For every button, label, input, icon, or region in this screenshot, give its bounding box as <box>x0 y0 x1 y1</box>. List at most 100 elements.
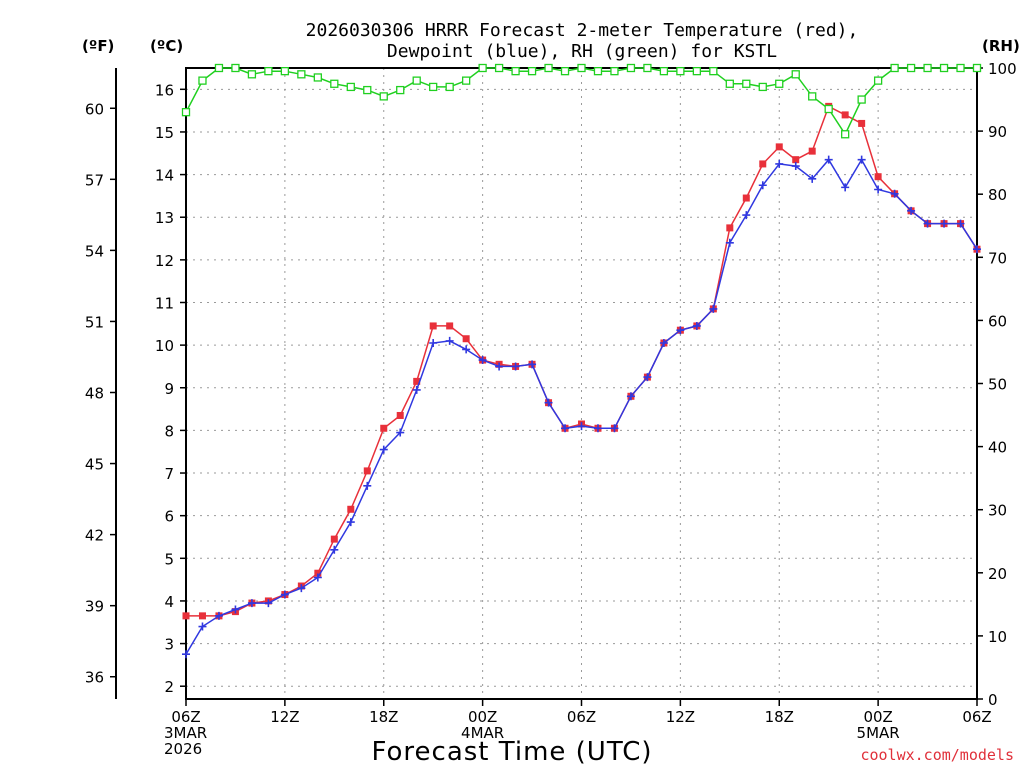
temperature-point-15 <box>429 322 437 330</box>
rh-point-12 <box>379 92 388 101</box>
rh-point-36 <box>775 79 784 88</box>
temperature-point-8 <box>314 569 322 577</box>
celsius-unit-label: (ºC) <box>150 37 183 55</box>
x-tick-label-30-0: 12Z <box>666 708 695 726</box>
dewpoint-point-3 <box>231 605 240 614</box>
x-tick-label-42-0: 00Z <box>863 708 892 726</box>
fahrenheit-tick-label-60: 60 <box>85 100 104 118</box>
rh-point-25 <box>593 67 603 76</box>
dewpoint-point-34 <box>742 211 751 220</box>
rh-point-31 <box>692 67 702 76</box>
fahrenheit-tick-label-54: 54 <box>85 242 104 260</box>
temperature-point-42 <box>874 173 882 181</box>
rh-point-4 <box>247 70 257 79</box>
temperature-point-35 <box>759 160 767 168</box>
temperature-point-9 <box>330 535 338 543</box>
temperature-line <box>186 105 978 617</box>
rh-point-21 <box>527 67 537 76</box>
rh-point-38 <box>808 92 817 101</box>
dewpoint-point-45 <box>923 219 932 228</box>
x-tick-label-42-1: 5MAR <box>857 724 900 742</box>
dewpoint-point-12 <box>379 445 388 454</box>
dewpoint-point-32 <box>709 304 718 313</box>
celsius-tick-label-11: 11 <box>155 294 174 312</box>
dewpoint-point-24 <box>577 422 586 431</box>
dewpoint-point-1 <box>198 622 207 631</box>
celsius-tick-label-3: 3 <box>164 636 174 654</box>
temperature-point-41 <box>858 119 866 127</box>
rh-point-18 <box>478 63 487 73</box>
rh-point-22 <box>544 63 553 73</box>
rh-point-39 <box>824 104 833 114</box>
rh-point-29 <box>659 67 669 76</box>
x-tick-label-6-0: 12Z <box>270 708 299 726</box>
rh-tick-label-50: 50 <box>988 376 1007 394</box>
dewpoint-point-0 <box>182 650 190 659</box>
data-series <box>181 63 982 659</box>
rh-point-6 <box>280 67 290 76</box>
rh-point-35 <box>758 82 767 92</box>
x-tick-label-12-0: 18Z <box>369 708 398 726</box>
grid-lines <box>186 68 977 699</box>
celsius-tick-label-15: 15 <box>155 124 174 142</box>
x-tick-label-0-2: 2026 <box>164 740 202 758</box>
rh-tick-label-10: 10 <box>988 628 1007 646</box>
rh-tick-label-80: 80 <box>988 186 1007 204</box>
celsius-tick-label-14: 14 <box>155 167 174 185</box>
x-tick-label-0-0: 06Z <box>171 708 200 726</box>
rh-tick-label-40: 40 <box>988 439 1007 457</box>
dewpoint-point-46 <box>940 219 949 228</box>
rh-tick-label-70: 70 <box>988 249 1007 267</box>
celsius-tick-label-8: 8 <box>164 422 174 440</box>
fahrenheit-tick-label-42: 42 <box>85 527 104 545</box>
rh-point-9 <box>330 79 339 88</box>
temperature-point-1 <box>198 612 206 620</box>
temperature-point-13 <box>396 411 404 419</box>
rh-tick-label-20: 20 <box>988 565 1007 583</box>
rh-point-27 <box>626 63 636 73</box>
dewpoint-point-26 <box>610 424 619 433</box>
rh-point-48 <box>972 63 982 73</box>
rh-point-20 <box>511 67 520 76</box>
dewpoint-point-22 <box>544 398 553 407</box>
rh-point-47 <box>956 63 965 73</box>
fahrenheit-unit-label: (ºF) <box>82 37 114 55</box>
dewpoint-point-30 <box>676 326 685 335</box>
rh-point-10 <box>346 82 355 92</box>
dewpoint-point-19 <box>495 362 504 371</box>
celsius-tick-label-6: 6 <box>164 508 174 526</box>
rh-tick-label-0: 0 <box>988 691 998 709</box>
rh-point-15 <box>429 82 438 92</box>
rh-point-28 <box>643 63 652 73</box>
dewpoint-point-21 <box>528 360 537 369</box>
dewpoint-point-2 <box>214 611 223 620</box>
x-axis-label: Forecast Time (UTC) <box>371 737 652 767</box>
dewpoint-point-43 <box>890 189 899 198</box>
dewpoint-point-40 <box>841 183 850 192</box>
temperature-point-10 <box>347 505 355 513</box>
rh-point-33 <box>725 79 734 88</box>
dewpoint-point-36 <box>775 159 784 168</box>
dewpoint-point-42 <box>874 185 883 194</box>
rh-point-7 <box>297 70 306 79</box>
rh-point-23 <box>560 67 570 76</box>
rh-point-1 <box>198 76 207 85</box>
rh-point-45 <box>923 63 932 73</box>
rh-tick-label-60: 60 <box>988 312 1007 330</box>
dewpoint-point-41 <box>857 155 866 164</box>
dewpoint-point-38 <box>808 174 817 183</box>
dewpoint-point-39 <box>824 155 833 164</box>
rh-point-46 <box>939 63 949 73</box>
fahrenheit-tick-label-48: 48 <box>85 385 104 403</box>
dewpoint-point-29 <box>659 338 668 347</box>
rh-point-19 <box>494 63 504 73</box>
rh-point-16 <box>445 82 454 92</box>
rh-point-32 <box>709 67 718 76</box>
rh-tick-label-90: 90 <box>988 123 1007 141</box>
x-tick-label-0-1: 3MAR <box>164 724 207 742</box>
celsius-tick-label-4: 4 <box>164 593 174 611</box>
fahrenheit-tick-label-51: 51 <box>85 313 104 331</box>
dewpoint-point-23 <box>561 424 570 433</box>
dewpoint-point-44 <box>907 206 916 215</box>
rh-point-40 <box>841 130 850 139</box>
